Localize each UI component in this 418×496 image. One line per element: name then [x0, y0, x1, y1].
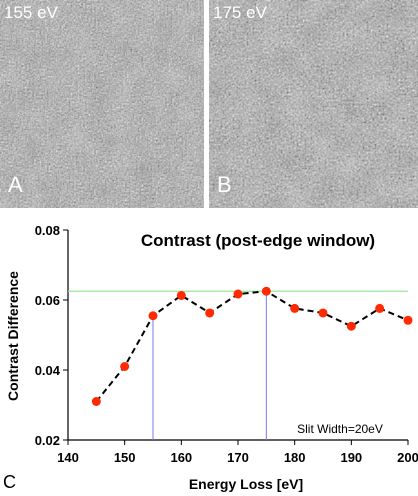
data-point [120, 362, 130, 371]
x-axis-label: Energy Loss [eV] [189, 476, 303, 492]
y-tick-label: 0.08 [35, 223, 60, 238]
x-tick-label: 160 [170, 450, 192, 465]
data-point [318, 308, 328, 318]
data-point [375, 303, 385, 313]
micrograph-panel-a: 155 eV A [0, 0, 204, 208]
y-tick-label: 0.02 [35, 433, 60, 448]
data-point [346, 321, 356, 331]
panel-letter-a: A [8, 172, 23, 197]
contrast-chart: 0.02 0.04 0.06 0.08 140 150 160 170 180 190 200 Co… [3, 223, 418, 492]
x-tick-label: 140 [57, 450, 79, 465]
data-point [261, 286, 271, 296]
micrograph-panel-b: 175 eV B [209, 0, 418, 208]
data-point [290, 303, 300, 313]
y-tick-label: 0.04 [35, 363, 61, 378]
y-tick-label: 0.06 [35, 293, 60, 308]
data-point [176, 290, 186, 300]
data-point [403, 315, 413, 325]
x-tick-label: 200 [397, 450, 418, 465]
energy-label-a: 155 eV [4, 3, 58, 22]
panel-letter-b: B [217, 172, 232, 197]
series-line [95, 290, 409, 403]
micrograph-image-b [209, 0, 418, 208]
x-tick-label: 180 [284, 450, 306, 465]
figure-letter-c: C [3, 472, 16, 492]
data-point [148, 311, 158, 321]
data-point [233, 289, 243, 299]
x-tick-label: 170 [227, 450, 249, 465]
panel-divider [204, 0, 209, 208]
x-tick-label: 150 [114, 450, 136, 465]
data-point [91, 397, 101, 406]
data-point [205, 308, 215, 318]
micrograph-image-a [0, 0, 204, 208]
y-axis-label: Contrast Difference [5, 271, 21, 401]
energy-label-b: 175 eV [213, 3, 267, 22]
slit-width-annotation: Slit Width=20eV [297, 422, 383, 436]
chart-title: Contrast (post-edge window) [141, 231, 375, 250]
x-tick-label: 190 [340, 450, 362, 465]
